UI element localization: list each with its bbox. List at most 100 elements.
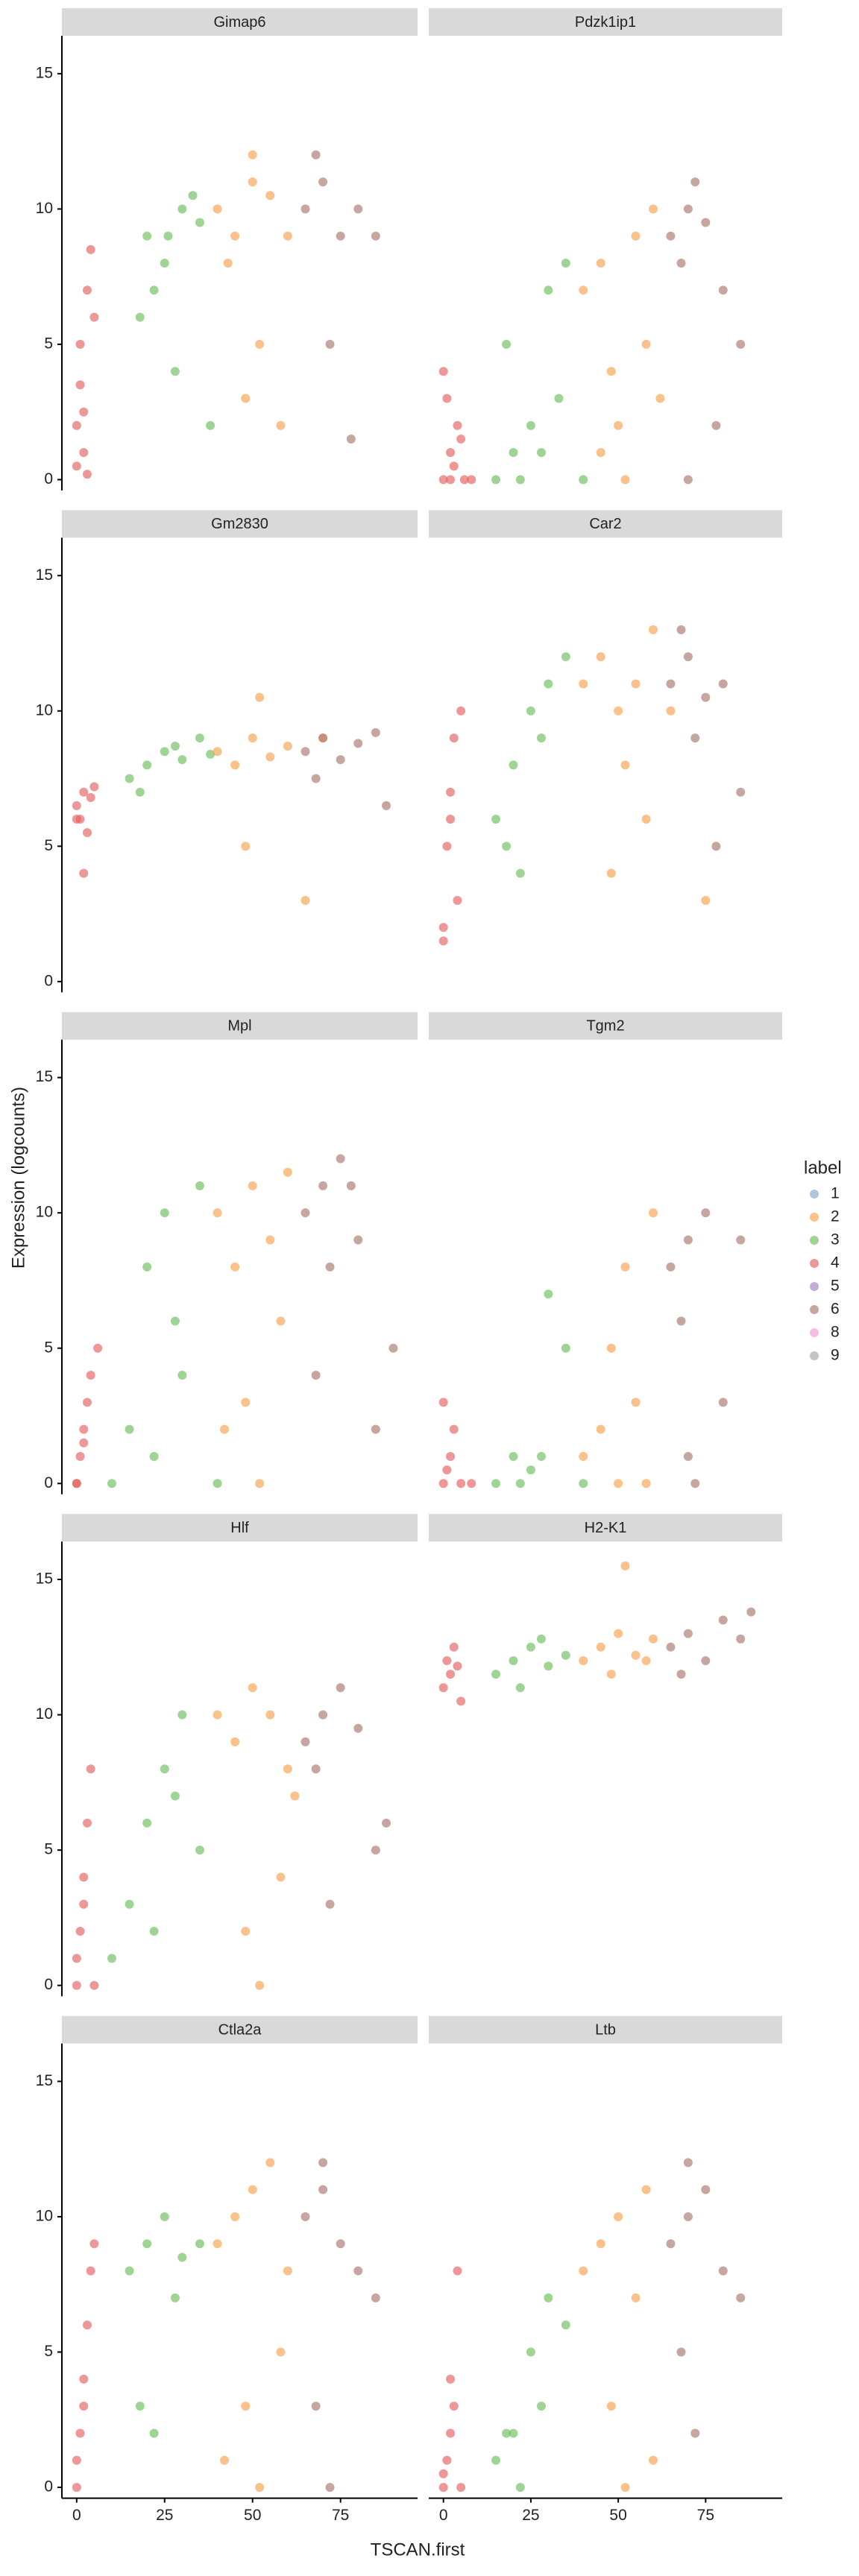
point [453,2266,462,2276]
x-tick-label: 0 [72,2507,81,2524]
point [666,1262,676,1272]
point [135,787,145,797]
point [676,625,686,634]
point [248,177,257,187]
point [606,2402,616,2411]
point [75,339,85,349]
facet-strip [429,1514,782,1542]
point [446,815,456,824]
point [736,339,746,349]
point [311,1764,321,1774]
point [683,2212,693,2221]
legend-title: label [804,1158,842,1178]
point [72,420,81,430]
point [213,2239,222,2249]
point [711,420,721,430]
point [336,1683,345,1693]
point [72,815,81,824]
point [86,244,95,254]
point [456,1696,466,1706]
point [82,1398,92,1407]
point [641,2185,651,2194]
point [561,259,570,268]
point [442,2455,452,2465]
point [596,1642,605,1652]
y-tick-label: 5 [44,335,53,352]
point [655,394,665,403]
point [449,461,459,471]
point [325,1262,335,1272]
point [301,747,310,757]
point [561,1343,570,1353]
point [195,218,204,227]
point [265,2158,275,2168]
point [502,339,512,349]
point [241,1927,251,1936]
point [265,1235,275,1245]
point [701,895,711,905]
point [631,679,641,689]
point [318,1710,328,1720]
legend-label: 6 [831,1301,840,1318]
point [579,1451,588,1461]
point [449,1424,459,1434]
point [579,679,588,689]
point [676,259,686,268]
point [248,1181,257,1190]
point [336,1154,345,1164]
point [170,367,180,376]
y-tick-label: 15 [36,2072,53,2089]
point [195,1846,204,1855]
facet-title: Car2 [589,516,621,532]
point [453,895,462,905]
facet-strip [62,1011,418,1040]
y-tick-label: 5 [44,2343,53,2360]
point [72,1980,81,1990]
y-tick-label: 10 [36,1705,53,1723]
point [456,435,466,444]
point [438,367,448,376]
point [160,1764,169,1774]
point [160,259,169,268]
point [318,2158,328,2168]
point [701,218,711,227]
point [311,1371,321,1380]
point [614,1479,623,1489]
point [170,741,180,751]
point [241,842,251,851]
point [371,231,380,241]
point [371,2293,380,2302]
point [241,2402,251,2411]
point [526,420,535,430]
y-tick-label: 0 [44,972,53,989]
legend-label: 5 [831,1278,840,1295]
point [86,1764,95,1774]
point [75,1451,85,1461]
point [75,380,85,390]
point [641,815,651,824]
point [142,760,152,770]
y-tick-label: 15 [36,1570,53,1588]
point [336,231,345,241]
point [89,2239,99,2249]
point [438,1398,448,1407]
point [177,1371,187,1380]
point [219,2455,229,2465]
point [515,475,525,484]
point [230,1262,240,1272]
point [509,1655,518,1665]
point [248,1683,257,1693]
point [72,2455,81,2465]
point [641,1479,651,1489]
point [255,2483,265,2493]
x-tick-label: 50 [244,2507,261,2524]
facet-strip [62,8,418,36]
point [491,1479,501,1489]
point [701,2185,711,2194]
point [135,312,145,322]
point [283,231,292,241]
point [336,755,345,765]
point [620,760,630,770]
point [213,1208,222,1218]
